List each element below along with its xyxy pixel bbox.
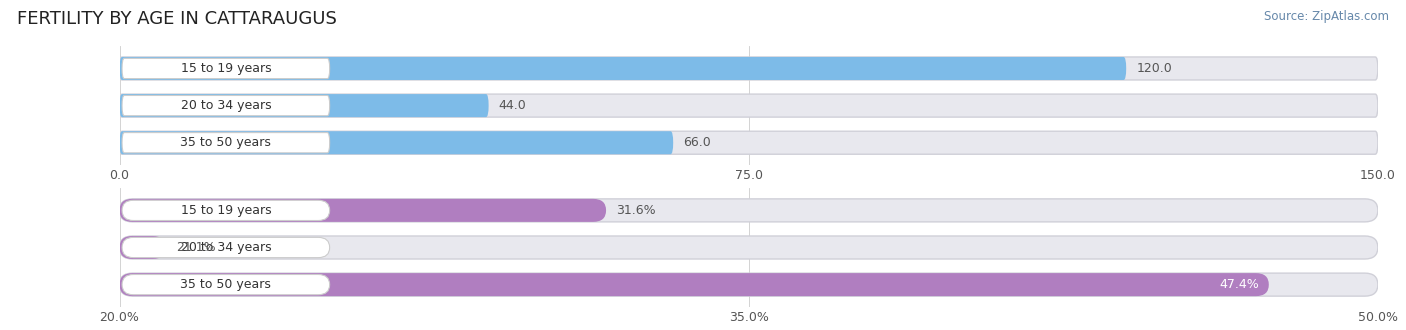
FancyBboxPatch shape <box>122 200 329 220</box>
FancyBboxPatch shape <box>122 275 329 295</box>
FancyBboxPatch shape <box>120 131 1378 154</box>
FancyBboxPatch shape <box>120 57 1378 80</box>
FancyBboxPatch shape <box>120 273 1268 296</box>
Text: 20 to 34 years: 20 to 34 years <box>180 99 271 112</box>
FancyBboxPatch shape <box>122 58 329 79</box>
FancyBboxPatch shape <box>120 94 1378 117</box>
Text: 35 to 50 years: 35 to 50 years <box>180 278 271 291</box>
FancyBboxPatch shape <box>120 199 606 222</box>
FancyBboxPatch shape <box>122 133 329 153</box>
Text: 66.0: 66.0 <box>683 136 711 149</box>
Text: 21.1%: 21.1% <box>176 241 215 254</box>
Text: FERTILITY BY AGE IN CATTARAUGUS: FERTILITY BY AGE IN CATTARAUGUS <box>17 10 337 28</box>
FancyBboxPatch shape <box>122 237 329 258</box>
Text: 15 to 19 years: 15 to 19 years <box>180 204 271 217</box>
Text: 35 to 50 years: 35 to 50 years <box>180 136 271 149</box>
Text: 47.4%: 47.4% <box>1219 278 1258 291</box>
Text: Source: ZipAtlas.com: Source: ZipAtlas.com <box>1264 10 1389 23</box>
Text: 31.6%: 31.6% <box>616 204 655 217</box>
FancyBboxPatch shape <box>120 199 1378 222</box>
FancyBboxPatch shape <box>120 273 1378 296</box>
FancyBboxPatch shape <box>120 131 673 154</box>
FancyBboxPatch shape <box>120 57 1126 80</box>
FancyBboxPatch shape <box>120 94 489 117</box>
Text: 15 to 19 years: 15 to 19 years <box>180 62 271 75</box>
Text: 20 to 34 years: 20 to 34 years <box>180 241 271 254</box>
FancyBboxPatch shape <box>120 236 166 259</box>
FancyBboxPatch shape <box>120 236 1378 259</box>
FancyBboxPatch shape <box>122 95 329 116</box>
Text: 44.0: 44.0 <box>499 99 526 112</box>
Text: 120.0: 120.0 <box>1136 62 1173 75</box>
